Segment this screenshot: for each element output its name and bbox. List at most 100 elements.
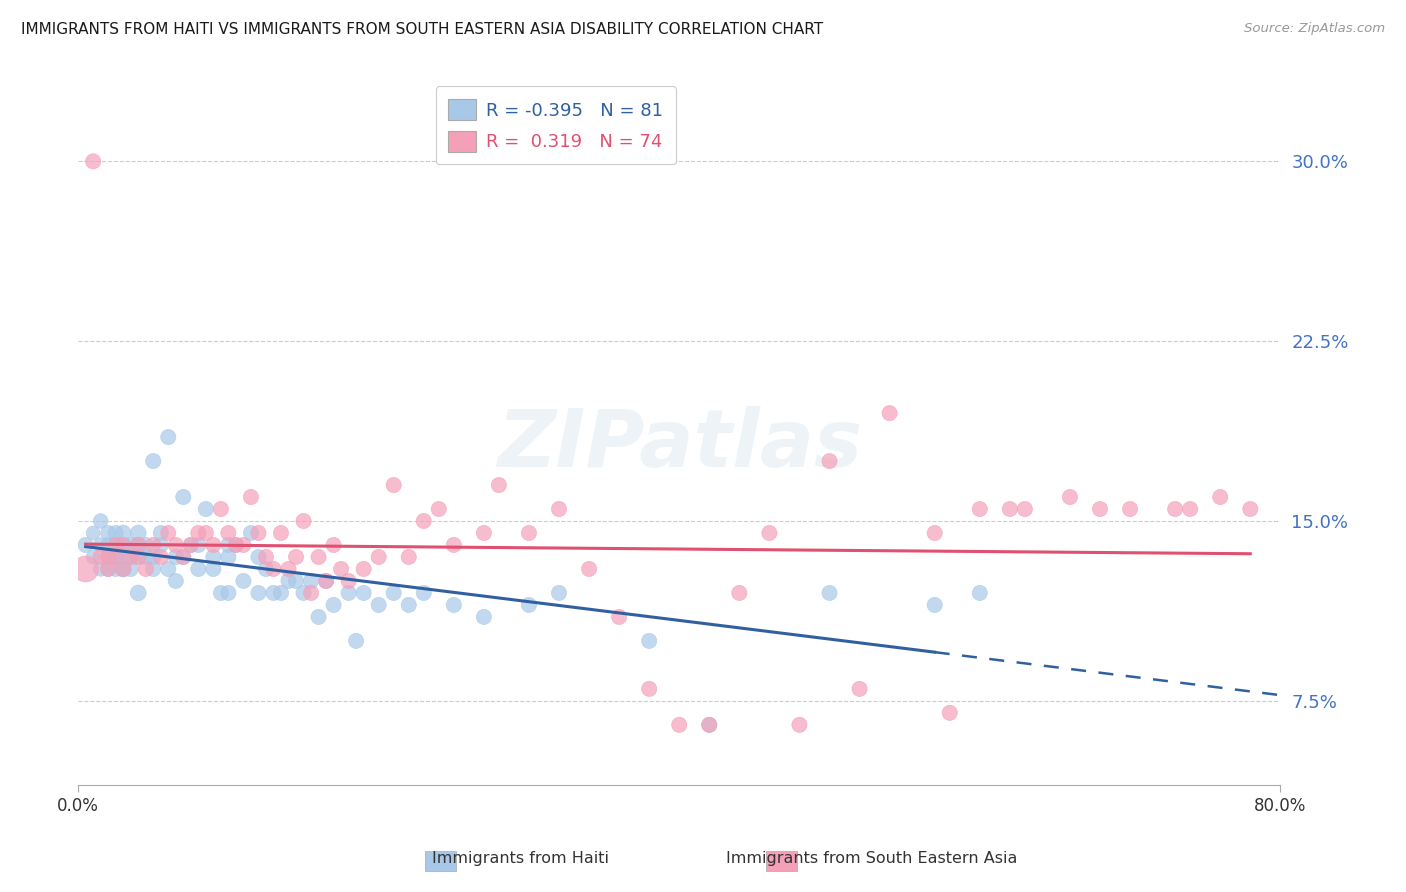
Point [472, 526, 495, 541]
Point [367, 598, 389, 612]
Point [848, 681, 870, 696]
Point [217, 586, 239, 600]
Point [120, 549, 142, 564]
Point [292, 586, 315, 600]
Point [112, 562, 135, 576]
Point [75, 538, 97, 552]
Point [308, 549, 330, 564]
Point [1088, 502, 1111, 516]
Point [398, 549, 420, 564]
Point [104, 538, 127, 552]
Point [225, 538, 247, 552]
Point [728, 586, 751, 600]
Point [382, 586, 405, 600]
Point [112, 562, 135, 576]
Point [142, 549, 165, 564]
Point [998, 502, 1021, 516]
Point [90, 562, 112, 576]
Point [135, 562, 157, 576]
Text: ZIPatlas: ZIPatlas [496, 406, 862, 484]
Point [194, 526, 217, 541]
Point [172, 549, 194, 564]
Point [277, 562, 299, 576]
Point [1014, 502, 1036, 516]
Point [758, 526, 780, 541]
Point [104, 526, 127, 541]
Point [172, 490, 194, 504]
Point [322, 598, 344, 612]
Point [427, 502, 450, 516]
Point [120, 549, 142, 564]
Point [308, 610, 330, 624]
Point [187, 562, 209, 576]
Point [202, 562, 225, 576]
Point [202, 538, 225, 552]
Point [969, 586, 991, 600]
Text: IMMIGRANTS FROM HAITI VS IMMIGRANTS FROM SOUTH EASTERN ASIA DISABILITY CORRELATI: IMMIGRANTS FROM HAITI VS IMMIGRANTS FROM… [21, 22, 824, 37]
Point [225, 538, 247, 552]
Point [135, 549, 157, 564]
Point [398, 598, 420, 612]
Point [194, 502, 217, 516]
Point [412, 514, 434, 528]
Point [285, 549, 308, 564]
Point [315, 574, 337, 588]
Point [247, 549, 270, 564]
Point [924, 598, 946, 612]
Point [165, 549, 187, 564]
Point [254, 562, 277, 576]
Point [187, 526, 209, 541]
Point [112, 562, 135, 576]
Point [142, 562, 165, 576]
Point [104, 549, 127, 564]
Point [187, 538, 209, 552]
Point [142, 454, 165, 468]
Point [1178, 502, 1201, 516]
Point [104, 562, 127, 576]
Point [104, 549, 127, 564]
Point [127, 549, 149, 564]
Point [127, 586, 149, 600]
Point [142, 538, 165, 552]
Point [127, 538, 149, 552]
Point [548, 586, 571, 600]
Point [239, 526, 262, 541]
Text: Source: ZipAtlas.com: Source: ZipAtlas.com [1244, 22, 1385, 36]
Point [1119, 502, 1142, 516]
Point [337, 574, 360, 588]
Point [157, 430, 180, 444]
Point [165, 574, 187, 588]
Point [488, 478, 510, 492]
Point [120, 538, 142, 552]
Point [879, 406, 901, 420]
Point [104, 538, 127, 552]
Point [149, 549, 172, 564]
Point [232, 574, 254, 588]
Point [97, 526, 120, 541]
Point [217, 538, 239, 552]
Point [299, 574, 322, 588]
Point [120, 562, 142, 576]
Point [263, 562, 285, 576]
Point [97, 549, 120, 564]
Point [1059, 490, 1081, 504]
Point [112, 549, 135, 564]
Point [97, 562, 120, 576]
Point [149, 526, 172, 541]
Point [322, 538, 344, 552]
Point [344, 633, 367, 648]
Point [157, 526, 180, 541]
Point [135, 538, 157, 552]
Point [548, 502, 571, 516]
Point [697, 718, 720, 732]
Point [443, 598, 465, 612]
Point [292, 514, 315, 528]
Point [254, 549, 277, 564]
Text: Immigrants from South Eastern Asia: Immigrants from South Eastern Asia [725, 851, 1018, 865]
Point [232, 538, 254, 552]
Point [149, 538, 172, 552]
Point [263, 586, 285, 600]
Point [382, 478, 405, 492]
Point [217, 526, 239, 541]
Point [299, 586, 322, 600]
